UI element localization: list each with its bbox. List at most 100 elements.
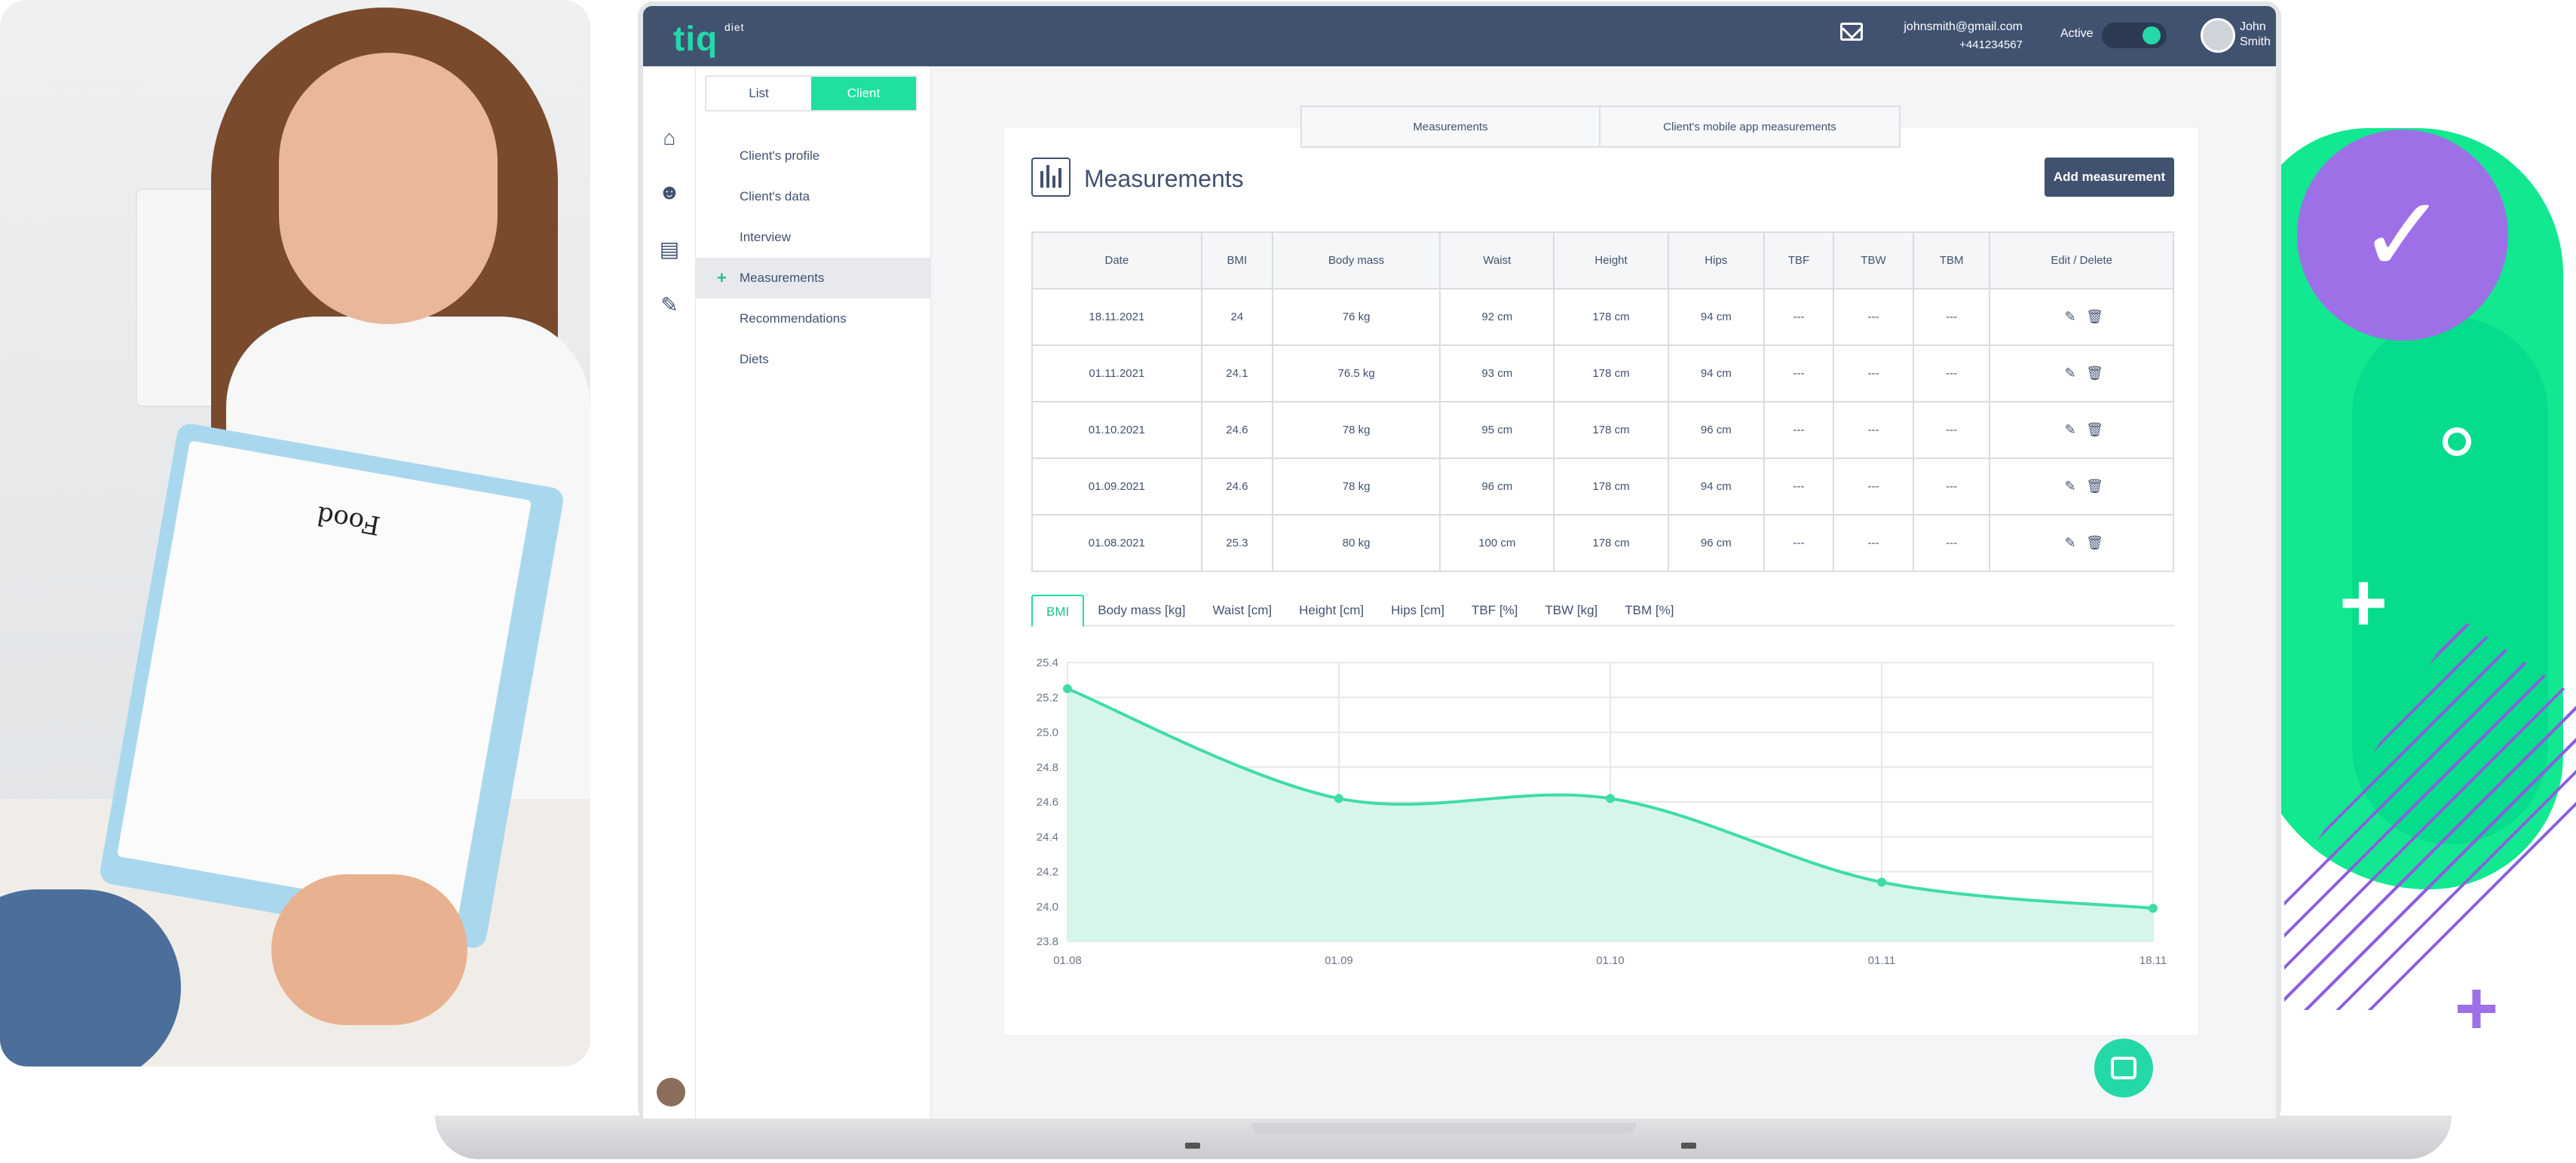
sidebar-item-clients-profile[interactable]: Client's profile bbox=[740, 148, 820, 163]
column-header: Height bbox=[1553, 231, 1669, 289]
y-tick-label: 24.8 bbox=[1037, 761, 1058, 774]
table-cell: --- bbox=[1832, 401, 1915, 459]
notes-icon[interactable]: ✎ bbox=[660, 293, 678, 317]
chart-tab[interactable]: Height [cm] bbox=[1299, 603, 1365, 617]
plus-icon: + bbox=[717, 268, 727, 287]
chart-point[interactable] bbox=[2149, 904, 2158, 914]
client-menu: Client's profile Client's data Interview… bbox=[696, 136, 931, 380]
column-header: TBM bbox=[1912, 231, 1991, 289]
delete-icon[interactable]: 🗑 bbox=[2086, 535, 2104, 550]
sidebar-item-interview[interactable]: Interview bbox=[740, 230, 792, 244]
user-name[interactable]: John Smith bbox=[2240, 20, 2271, 48]
sidebar-item-measurements[interactable]: + Measurements bbox=[696, 258, 931, 298]
table-cell: 80 kg bbox=[1272, 514, 1441, 572]
table-header-row: Date BMI Body mass Waist Height Hips TBF TBW TBM… bbox=[1031, 231, 2174, 289]
table-cell: --- bbox=[1912, 458, 1991, 516]
table-row: 01.09.2021 24.6 78 kg 96 cm 178 cm 94 cm --- --… bbox=[1031, 458, 2174, 516]
app-window: tiq diet johnsmith@gmail.com +441234567 A… bbox=[643, 6, 2276, 1119]
y-tick-label: 25.2 bbox=[1037, 691, 1058, 704]
row-actions: ✎ 🗑 bbox=[1989, 401, 2174, 459]
row-actions: ✎ 🗑 bbox=[1989, 458, 2174, 516]
chat-button[interactable] bbox=[2094, 1039, 2153, 1097]
active-toggle[interactable] bbox=[2102, 23, 2167, 48]
table-cell: 93 cm bbox=[1439, 344, 1555, 402]
laptop-base bbox=[435, 1116, 2452, 1159]
table-cell: 178 cm bbox=[1553, 288, 1669, 346]
y-tick-label: 25.0 bbox=[1037, 727, 1058, 739]
tab-measurements[interactable]: Measurements bbox=[1302, 107, 1600, 146]
top-bar: tiq diet johnsmith@gmail.com +441234567 A… bbox=[643, 6, 2276, 66]
table-cell: --- bbox=[1832, 288, 1915, 346]
chart-tab[interactable]: Waist [cm] bbox=[1212, 603, 1273, 617]
chat-icon bbox=[2111, 1057, 2136, 1079]
column-header: Waist bbox=[1439, 231, 1555, 289]
plus-icon: + bbox=[2339, 556, 2388, 649]
decor-ring bbox=[2443, 427, 2471, 456]
delete-icon[interactable]: 🗑 bbox=[2086, 366, 2104, 381]
chart-tab[interactable]: TBM [%] bbox=[1625, 603, 1674, 617]
home-icon[interactable]: ⌂ bbox=[663, 126, 676, 149]
table-cell: 92 cm bbox=[1439, 288, 1555, 346]
check-icon: ✓ bbox=[2297, 130, 2508, 341]
documents-icon[interactable]: ▤ bbox=[659, 237, 680, 261]
table-body: 18.11.2021 24 76 kg 92 cm 178 cm 94 cm --- --- -… bbox=[1031, 288, 2174, 572]
chart-point[interactable] bbox=[1877, 877, 1886, 887]
edit-icon[interactable]: ✎ bbox=[2064, 422, 2076, 437]
logo[interactable]: tiq diet bbox=[673, 19, 745, 58]
chart-point[interactable] bbox=[1606, 794, 1615, 803]
list-client-switch: List Client bbox=[705, 75, 917, 112]
edit-icon[interactable]: ✎ bbox=[2064, 535, 2076, 550]
column-header: Date bbox=[1031, 231, 1202, 289]
delete-icon[interactable]: 🗑 bbox=[2086, 479, 2104, 494]
users-icon[interactable]: ☻ bbox=[658, 180, 681, 204]
chart-tab[interactable]: Hips [cm] bbox=[1391, 603, 1444, 617]
table-cell: 178 cm bbox=[1553, 514, 1669, 572]
table-cell: --- bbox=[1832, 344, 1915, 402]
table-cell: 25.3 bbox=[1200, 514, 1274, 572]
y-tick-label: 24.4 bbox=[1037, 831, 1058, 843]
measurements-card: Measurements Add measurement Date BMI Body… bbox=[1003, 127, 2199, 1036]
x-tick-label: 01.08 bbox=[1053, 954, 1082, 967]
chart-point[interactable] bbox=[1063, 684, 1072, 693]
mail-icon[interactable] bbox=[1840, 23, 1863, 41]
delete-icon[interactable]: 🗑 bbox=[2086, 422, 2104, 437]
edit-icon[interactable]: ✎ bbox=[2064, 479, 2076, 494]
table-cell: --- bbox=[1912, 344, 1991, 402]
tab-list[interactable]: List bbox=[749, 86, 769, 100]
chart-tabs: BMI Body mass [kg] Waist [cm] Height [cm] Hi… bbox=[1031, 595, 2174, 626]
chart-point[interactable] bbox=[1334, 794, 1343, 803]
photo-client-hand bbox=[271, 874, 467, 1025]
table-cell: 96 cm bbox=[1667, 514, 1766, 572]
column-header: Hips bbox=[1667, 231, 1766, 289]
edit-icon[interactable]: ✎ bbox=[2064, 366, 2076, 381]
y-tick-label: 24.2 bbox=[1037, 866, 1058, 879]
add-measurement-button[interactable]: Add measurement bbox=[2045, 158, 2174, 197]
toggle-knob bbox=[2143, 26, 2161, 44]
table-cell: 96 cm bbox=[1667, 401, 1766, 459]
table-cell: --- bbox=[1763, 401, 1834, 459]
table-cell: 94 cm bbox=[1667, 458, 1766, 516]
hero-photo: Food bbox=[0, 0, 590, 1067]
y-tick-label: 25.4 bbox=[1037, 656, 1058, 669]
table-cell: 18.11.2021 bbox=[1031, 288, 1202, 346]
avatar[interactable] bbox=[657, 1078, 685, 1106]
avatar[interactable] bbox=[2201, 18, 2235, 53]
tab-client[interactable]: Client bbox=[811, 77, 916, 110]
sidebar-item-diets[interactable]: Diets bbox=[740, 352, 769, 366]
client-sidebar: List Client Client's profile Client's da… bbox=[696, 66, 931, 1119]
photo-person-face bbox=[279, 53, 498, 324]
chart-tab[interactable]: TBF [%] bbox=[1471, 603, 1518, 617]
x-tick-label: 01.09 bbox=[1325, 954, 1353, 967]
table-cell: 78 kg bbox=[1272, 458, 1441, 516]
x-tick-label: 01.10 bbox=[1596, 954, 1625, 967]
chart-tab[interactable]: TBW [kg] bbox=[1545, 603, 1598, 617]
table-cell: 94 cm bbox=[1667, 344, 1766, 402]
table-cell: 78 kg bbox=[1272, 401, 1441, 459]
sidebar-item-clients-data[interactable]: Client's data bbox=[740, 189, 810, 204]
edit-icon[interactable]: ✎ bbox=[2064, 309, 2076, 324]
sidebar-item-recommendations[interactable]: Recommendations bbox=[740, 311, 847, 326]
delete-icon[interactable]: 🗑 bbox=[2086, 309, 2104, 324]
chart-tab[interactable]: Body mass [kg] bbox=[1098, 603, 1186, 617]
tab-mobile-app-measurements[interactable]: Client's mobile app measurements bbox=[1663, 120, 1836, 133]
chart-tab[interactable]: BMI bbox=[1031, 595, 1085, 626]
